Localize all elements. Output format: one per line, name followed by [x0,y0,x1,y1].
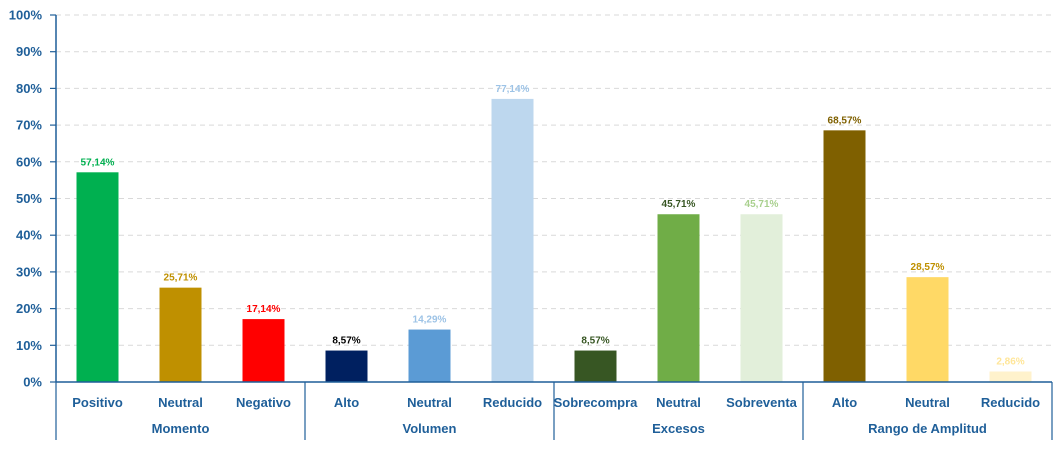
x-axis-groups: Momento Volumen Excesos Rango de Amplitud [152,421,987,436]
data-label: 17,14% [247,304,281,315]
y-tick-label: 30% [16,264,42,279]
bar-rango-de-amplitud-neutral [906,277,949,382]
x-category-label: Neutral [407,395,452,410]
x-category-label: Reducido [981,395,1040,410]
data-label: 2,86% [996,357,1024,368]
data-label: 45,71% [745,199,779,210]
x-category-label: Negativo [236,395,291,410]
x-category-label: Reducido [483,395,542,410]
y-tick-label: 100% [9,8,43,23]
bar-excesos-sobreventa [740,214,783,382]
bar-rango-de-amplitud-alto [823,130,866,382]
data-label: 45,71% [662,199,696,210]
y-tick-label: 60% [16,154,42,169]
y-tick-label: 10% [16,338,42,353]
bar-momento-negativo [242,319,285,382]
x-category-label: Sobreventa [726,395,798,410]
bar-volumen-alto [325,350,368,382]
y-tick-label: 0% [23,375,42,390]
data-labels: 57,14% 25,71% 17,14% 8,57% 14,29% 77,14% 8,57%… [81,84,1025,368]
y-axis-ticks: 0% 10% 20% 30% 40% 50% 60% 70% 80% 90% 100% [9,8,43,390]
data-label: 68,57% [828,115,862,126]
x-category-label: Sobrecompra [554,395,639,410]
x-category-label: Alto [832,395,857,410]
x-category-label: Positivo [72,395,123,410]
y-tick-label: 90% [16,44,42,59]
x-group-label: Rango de Amplitud [868,421,987,436]
y-tick-label: 70% [16,118,42,133]
y-tick-label: 20% [16,301,42,316]
grid-layer [56,14,1052,346]
data-label: 77,14% [496,84,530,95]
data-label: 57,14% [81,157,115,168]
bar-volumen-reducido [491,98,534,382]
axes [50,14,1053,440]
x-category-label: Neutral [656,395,701,410]
data-label: 8,57% [581,336,609,347]
y-tick-label: 80% [16,81,42,96]
data-label: 25,71% [164,273,198,284]
bar-rango-de-amplitud-reducido [989,371,1032,382]
x-group-label: Momento [152,421,210,436]
x-group-label: Volumen [403,421,457,436]
bars [76,98,1032,382]
bar-excesos-sobrecompra [574,350,617,382]
data-label: 14,29% [413,315,447,326]
y-tick-label: 40% [16,228,42,243]
y-tick-label: 50% [16,191,42,206]
data-label: 8,57% [332,336,360,347]
x-category-label: Neutral [905,395,950,410]
bar-momento-neutral [159,287,202,382]
bar-excesos-neutral [657,214,700,382]
x-group-label: Excesos [652,421,705,436]
x-category-label: Alto [334,395,359,410]
x-axis-categories: Positivo Neutral Negativo Alto Neutral Reduci… [72,395,1040,410]
x-category-label: Neutral [158,395,203,410]
bar-momento-positivo [76,172,119,382]
data-label: 28,57% [911,262,945,273]
bar-volumen-neutral [408,329,451,382]
